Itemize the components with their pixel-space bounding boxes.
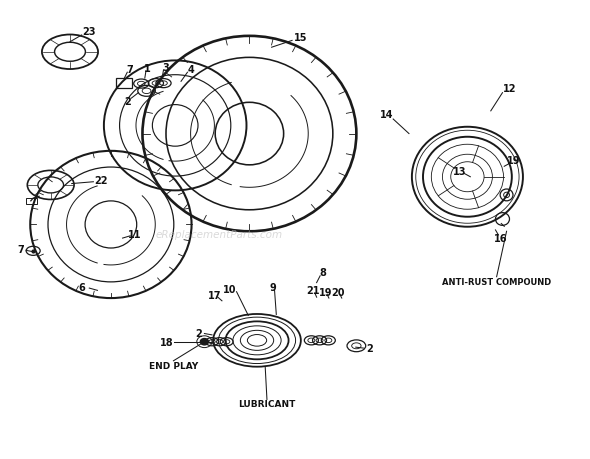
Text: ANTI-RUST COMPOUND: ANTI-RUST COMPOUND	[442, 277, 551, 286]
Text: 13: 13	[453, 167, 467, 176]
Text: 16: 16	[494, 234, 507, 244]
Text: 9: 9	[270, 283, 276, 292]
Text: 23: 23	[83, 27, 96, 37]
Text: 10: 10	[223, 285, 236, 295]
Bar	[26, 199, 37, 204]
Text: END PLAY: END PLAY	[149, 361, 198, 370]
Text: 21: 21	[306, 285, 319, 296]
Text: 17: 17	[208, 290, 221, 300]
Text: 2: 2	[195, 328, 202, 338]
Bar	[116, 78, 132, 89]
Text: 1: 1	[145, 63, 151, 73]
Text: 7: 7	[127, 65, 133, 75]
Text: eReplacementParts.com: eReplacementParts.com	[155, 229, 283, 239]
Text: 11: 11	[127, 229, 141, 239]
Text: 3: 3	[162, 62, 169, 73]
Text: 7: 7	[17, 244, 24, 254]
Text: 14: 14	[380, 110, 394, 120]
Text: 22: 22	[94, 176, 108, 186]
Text: 20: 20	[331, 287, 345, 297]
Text: 4: 4	[188, 65, 194, 75]
Circle shape	[201, 339, 208, 345]
Text: 2: 2	[124, 97, 130, 106]
Text: 18: 18	[160, 337, 173, 347]
Text: 2: 2	[366, 343, 373, 353]
Text: 6: 6	[78, 283, 85, 292]
Text: 15: 15	[294, 33, 307, 43]
Text: 19: 19	[507, 156, 521, 166]
Text: 19: 19	[319, 287, 332, 297]
Text: LUBRICANT: LUBRICANT	[238, 400, 296, 409]
Text: 8: 8	[320, 268, 326, 278]
Text: 12: 12	[503, 84, 517, 94]
